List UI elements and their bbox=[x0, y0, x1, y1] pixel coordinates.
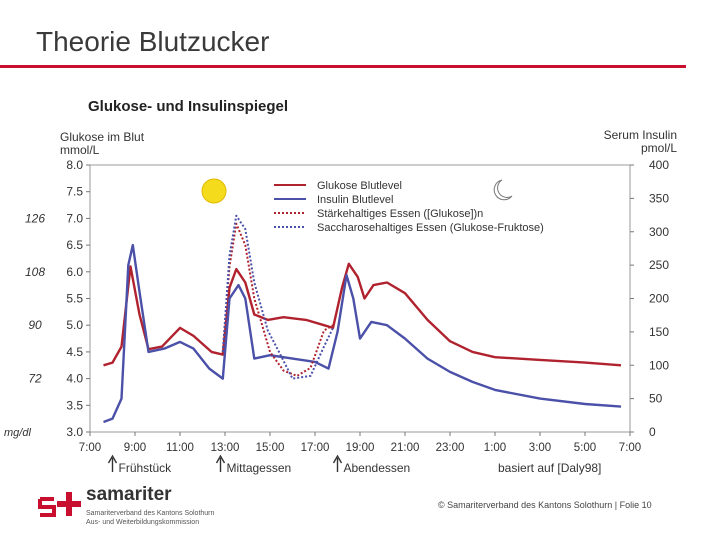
mgdl-tick-label: 72 bbox=[28, 372, 42, 386]
chart-subtitle: Glukose- und Insulinspiegel bbox=[88, 98, 289, 115]
logo-subline-1: Samariterverband des Kantons Solothurn bbox=[86, 510, 215, 517]
left-axis-ticks: 3.0 3.5 4.0 4.5 5.0 5.5 6.0 6.5 7.0 7.5 8.0 bbox=[66, 158, 90, 439]
right-tick-label: 200 bbox=[649, 292, 669, 306]
series-line bbox=[103, 243, 622, 424]
plot-background bbox=[0, 120, 710, 480]
legend: Glukose Blutlevel Insulin Blutlevel Stärke… bbox=[274, 180, 544, 234]
series-line bbox=[103, 262, 622, 367]
mgdl-tick-label: 90 bbox=[28, 318, 42, 332]
title-rule bbox=[0, 65, 686, 68]
x-tick-label: 21:00 bbox=[391, 442, 420, 454]
legend-label: Saccharosehaltiges Essen (Glukose-Frukto… bbox=[317, 222, 544, 234]
series-lines bbox=[103, 214, 622, 424]
mgdl-tick-label: 126 bbox=[25, 211, 45, 225]
x-tick-label: 1:00 bbox=[484, 442, 506, 454]
left-tick-label: 4.0 bbox=[66, 372, 83, 386]
right-tick-label: 350 bbox=[649, 191, 669, 205]
left-tick-label: 7.5 bbox=[66, 185, 83, 199]
x-tick-label: 17:00 bbox=[301, 442, 330, 454]
meal-arrow-head bbox=[332, 454, 343, 464]
left-tick-label: 7.0 bbox=[66, 211, 83, 225]
slide-title: Theorie Blutzucker bbox=[36, 26, 270, 57]
meal-label: Mittagessen bbox=[227, 461, 292, 475]
right-tick-label: 400 bbox=[649, 158, 669, 172]
x-axis-ticks: 7:00 9:00 11:00 13:00 15:00 17:00 19:00 21:00 23… bbox=[79, 432, 641, 454]
right-tick-label: 250 bbox=[649, 258, 669, 272]
x-tick-label: 19:00 bbox=[346, 442, 375, 454]
right-axis-label-1: Serum Insulin bbox=[604, 128, 677, 142]
left-tick-label: 5.0 bbox=[66, 318, 83, 332]
x-tick-label: 3:00 bbox=[529, 442, 551, 454]
right-tick-label: 0 bbox=[649, 425, 656, 439]
logo-cross-icon bbox=[38, 492, 81, 517]
meal-label: Frühstück bbox=[119, 461, 173, 475]
right-tick-label: 300 bbox=[649, 225, 669, 239]
mgdl-unit-label: mg/dl bbox=[4, 427, 31, 439]
x-tick-label: 7:00 bbox=[619, 442, 641, 454]
right-tick-label: 50 bbox=[649, 392, 663, 406]
series-line bbox=[221, 214, 334, 380]
meal-arrow-head bbox=[215, 454, 226, 464]
x-tick-label: 9:00 bbox=[124, 442, 146, 454]
meal-arrow-head bbox=[107, 454, 118, 464]
left-axis-label-2: mmol/L bbox=[60, 143, 100, 157]
left-axis-label-1: Glukose im Blut bbox=[60, 130, 145, 144]
right-axis-ticks: 0 50 100 150 200 250 300 350 400 bbox=[630, 158, 669, 439]
glucose-insulin-chart: 3.0 3.5 4.0 4.5 5.0 5.5 6.0 6.5 7.0 7.5 8.0 0 50 100… bbox=[0, 120, 710, 480]
x-tick-label: 11:00 bbox=[166, 442, 194, 454]
logo-subline-2: Aus- und Weiterbildungskommission bbox=[86, 519, 200, 526]
legend-label: Insulin Blutlevel bbox=[317, 194, 393, 206]
left-tick-label: 8.0 bbox=[66, 158, 83, 172]
left-tick-label: 4.5 bbox=[66, 345, 83, 359]
x-tick-label: 5:00 bbox=[574, 442, 596, 454]
legend-label: Glukose Blutlevel bbox=[317, 180, 402, 192]
left-tick-label: 5.5 bbox=[66, 292, 83, 306]
mgdl-tick-label: 108 bbox=[25, 265, 45, 279]
left-tick-label: 3.0 bbox=[66, 425, 83, 439]
left-tick-label: 3.5 bbox=[66, 398, 83, 412]
right-tick-label: 150 bbox=[649, 325, 669, 339]
series-line bbox=[221, 222, 334, 377]
x-tick-label: 23:00 bbox=[436, 442, 465, 454]
footer-copyright: © Samariterverband des Kantons Solothurn… bbox=[438, 500, 652, 510]
x-tick-label: 7:00 bbox=[79, 442, 101, 454]
logo-wordmark: samariter bbox=[86, 484, 172, 505]
meal-label: Abendessen bbox=[344, 461, 411, 475]
right-axis-label-2: pmol/L bbox=[641, 141, 677, 155]
x-tick-label: 13:00 bbox=[211, 442, 240, 454]
mgdl-axis-ticks: 72 90 108 126 bbox=[25, 211, 45, 385]
moon-icon bbox=[493, 179, 513, 201]
left-tick-label: 6.0 bbox=[66, 265, 83, 279]
left-tick-label: 6.5 bbox=[66, 238, 83, 252]
right-tick-label: 100 bbox=[649, 358, 669, 372]
x-tick-label: 15:00 bbox=[256, 442, 285, 454]
meal-markers: Frühstück Mittagessen Abendessen bbox=[107, 454, 411, 475]
legend-label: Stärkehaltiges Essen ([Glukose])n bbox=[317, 208, 483, 220]
sun-icon bbox=[201, 178, 227, 204]
source-note: basiert auf [Daly98] bbox=[498, 461, 601, 475]
samariter-logo: samariter Samariterverband des Kantons S… bbox=[36, 484, 236, 534]
